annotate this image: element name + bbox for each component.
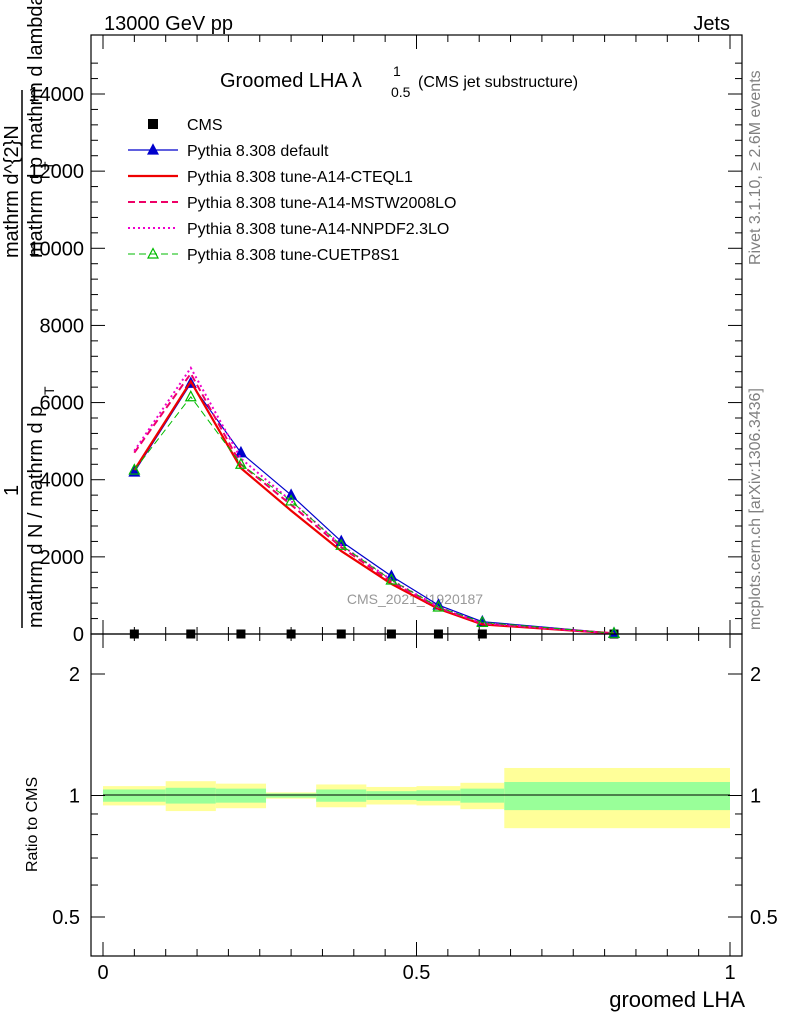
ratio-y-tick-label: 1 bbox=[69, 786, 80, 808]
legend-label: Pythia 8.308 tune-A14-NNPDF2.3LO bbox=[187, 221, 449, 238]
main-x-ticks bbox=[102, 35, 731, 634]
legend: CMS Pythia 8.308 default Pythia 8.308 tune… bbox=[128, 117, 456, 264]
y-tick-label: 6000 bbox=[40, 393, 85, 415]
ratio-y-tick-label-right: 1 bbox=[750, 786, 761, 808]
x-tick-label: 1 bbox=[724, 962, 735, 984]
title-note: (CMS jet substructure) bbox=[418, 74, 578, 91]
ylabel-line-2: T bbox=[41, 386, 57, 395]
y-tick-label: 4000 bbox=[40, 470, 85, 492]
ratio-band-inner bbox=[103, 789, 166, 802]
legend-label: Pythia 8.308 tune-A14-CTEQL1 bbox=[187, 169, 413, 186]
mcplots-label: mcplots.cern.ch [arXiv:1306.3436] bbox=[747, 388, 764, 630]
ratio-band-inner bbox=[266, 793, 317, 798]
ylabel-line-4: mathrm d p bbox=[25, 157, 47, 258]
rivet-label: Rivet 3.1.10, ≥ 2.6M events bbox=[747, 70, 764, 265]
x-axis-label: groomed LHA bbox=[609, 987, 745, 1012]
ratio-band-inner bbox=[316, 789, 367, 802]
watermark: CMS_2021_I1920187 bbox=[347, 591, 483, 607]
ratio-ticks: 0.5 0.5 1 1 2 2 0 0.5 1 bbox=[52, 634, 778, 984]
series-point-1 bbox=[234, 445, 247, 458]
y-tick-label: 14000 bbox=[28, 84, 84, 106]
series-line-4 bbox=[133, 365, 615, 635]
ratio-band-inner bbox=[504, 782, 730, 811]
ratio-y-tick-label: 2 bbox=[69, 664, 80, 686]
series-point-5 bbox=[335, 538, 348, 550]
series-point-5 bbox=[234, 457, 247, 469]
y-tick-label: 0 bbox=[73, 624, 84, 646]
title-subscript: 0.5 bbox=[391, 84, 411, 100]
series-point-5 bbox=[608, 626, 620, 638]
ratio-y-tick-label-right: 0.5 bbox=[750, 907, 778, 929]
ratio-y-tick-label: 0.5 bbox=[52, 907, 80, 929]
ylabel-line-6: mathrm d lambda bbox=[25, 0, 47, 150]
series-line-3 bbox=[133, 371, 615, 635]
y-tick-label: 8000 bbox=[40, 315, 85, 337]
series-point-5 bbox=[184, 389, 197, 402]
title-superscript: 1 bbox=[393, 63, 401, 79]
legend-label: Pythia 8.308 default bbox=[187, 143, 329, 160]
series-point-5 bbox=[432, 600, 445, 612]
series-point-5 bbox=[476, 615, 489, 628]
y-tick-label: 2000 bbox=[40, 547, 85, 569]
main-y-tick-labels: 0 2000 4000 6000 8000 10000 12000 14000 bbox=[28, 84, 84, 646]
ratio-band-inner bbox=[460, 788, 505, 803]
series-point-5 bbox=[385, 573, 398, 585]
x-tick-label: 0 bbox=[97, 962, 108, 984]
ratio-y-tick-label-right: 2 bbox=[750, 664, 761, 686]
series-line-5 bbox=[133, 395, 615, 634]
ratio-band-inner bbox=[366, 791, 417, 800]
ratio-band-inner bbox=[416, 790, 461, 801]
ratio-band-inner bbox=[215, 788, 267, 803]
ratio-band-inner bbox=[165, 787, 216, 804]
plot-title: Groomed LHA λ 1 0.5 (CMS jet substructure… bbox=[220, 63, 578, 100]
legend-label: Pythia 8.308 tune-A14-MSTW2008LO bbox=[187, 195, 456, 212]
ratio-ylabel: Ratio to CMS bbox=[24, 777, 41, 872]
header-left: 13000 GeV pp bbox=[104, 13, 233, 35]
legend-label: Pythia 8.308 tune-CUETP8S1 bbox=[187, 247, 400, 264]
y-tick-label: 12000 bbox=[28, 161, 84, 183]
main-series-layer bbox=[128, 365, 620, 639]
legend-marker-cms bbox=[148, 119, 158, 129]
ratio-bands bbox=[103, 767, 730, 829]
legend-marker bbox=[147, 247, 159, 259]
x-tick-label: 0.5 bbox=[403, 962, 431, 984]
ylabel-line-3: mathrm d^{2}N bbox=[1, 125, 23, 258]
legend-marker bbox=[147, 143, 159, 155]
ylabel-line-7: 1 bbox=[1, 485, 23, 496]
header-right: Jets bbox=[693, 13, 730, 35]
y-tick-label: 10000 bbox=[28, 238, 84, 260]
ylabel-line-5: T bbox=[41, 161, 57, 170]
title-main: Groomed LHA λ bbox=[220, 70, 362, 92]
legend-label: CMS bbox=[187, 117, 223, 134]
ylabel-line-1: mathrm d N / mathrm d p bbox=[25, 406, 47, 628]
series-point-5 bbox=[128, 463, 141, 475]
series-point-5 bbox=[285, 494, 298, 506]
main-ylabel: mathrm d N / mathrm d p T mathrm d^{2}N … bbox=[1, 0, 57, 628]
